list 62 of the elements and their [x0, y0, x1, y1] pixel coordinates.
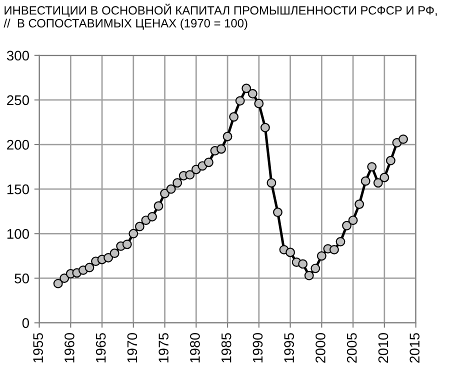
point — [110, 248, 120, 258]
x-tick-label: 1995 — [284, 333, 294, 362]
x-tick-label: 1970 — [127, 333, 138, 362]
point — [260, 122, 270, 132]
chart-title: ИНВЕСТИЦИИ В ОСНОВНОЙ КАПИТАЛ ПРОМЫШЛЕННОСТИ РСФСР И РФ, // В СОПОСТАВИМЫХ ЦЕНАХ (1970 = 100) — [4, 4, 437, 30]
point — [84, 262, 94, 272]
point — [222, 132, 232, 142]
point — [304, 270, 314, 280]
point — [342, 220, 352, 230]
point — [216, 144, 226, 154]
point — [104, 253, 114, 262]
x-tick-label: 2000 — [316, 333, 326, 363]
x-tick-label: 1980 — [190, 333, 200, 362]
point — [348, 216, 358, 226]
point — [166, 184, 176, 194]
y-tick-label: 50 — [14, 274, 30, 284]
x-tick-label: 2005 — [346, 333, 357, 363]
x-tick-label: 1965 — [96, 333, 106, 362]
x-tick-label: 2010 — [378, 333, 388, 363]
point — [172, 178, 182, 188]
point — [329, 244, 339, 254]
y-tick-label: 200 — [7, 140, 30, 150]
point — [242, 84, 252, 94]
point — [386, 156, 396, 166]
point — [229, 112, 239, 122]
point — [336, 236, 346, 246]
x-tick-label: 1960 — [64, 333, 74, 362]
y-tick-label: 300 — [6, 50, 30, 61]
y-tick-label: 250 — [7, 95, 30, 106]
point — [248, 88, 258, 98]
point — [204, 158, 214, 168]
point — [128, 228, 138, 238]
point — [185, 170, 195, 180]
y-tick-label: 100 — [7, 228, 30, 239]
point — [53, 278, 63, 288]
x-tick-label: 2015 — [410, 333, 420, 363]
point — [310, 264, 320, 274]
point — [148, 212, 157, 222]
point — [60, 274, 70, 283]
point — [134, 222, 144, 232]
point — [122, 240, 132, 250]
point — [254, 98, 264, 108]
point — [316, 251, 326, 261]
point — [367, 162, 377, 172]
point — [298, 259, 308, 269]
point — [160, 188, 170, 198]
point — [398, 134, 408, 144]
y-tick-label: 0 — [22, 318, 30, 328]
y-tick-label: 150 — [7, 184, 30, 194]
x-tick-label: 1955 — [33, 333, 43, 362]
x-tick-label: 1985 — [221, 333, 232, 362]
point — [154, 201, 164, 211]
point — [380, 172, 390, 182]
point — [266, 178, 276, 188]
point — [286, 248, 296, 258]
point — [373, 178, 383, 188]
point — [360, 176, 370, 186]
point — [235, 96, 245, 106]
x-tick-label: 1975 — [158, 333, 169, 362]
x-tick-label: 1990 — [252, 333, 263, 362]
point — [273, 208, 282, 217]
point — [354, 200, 364, 209]
